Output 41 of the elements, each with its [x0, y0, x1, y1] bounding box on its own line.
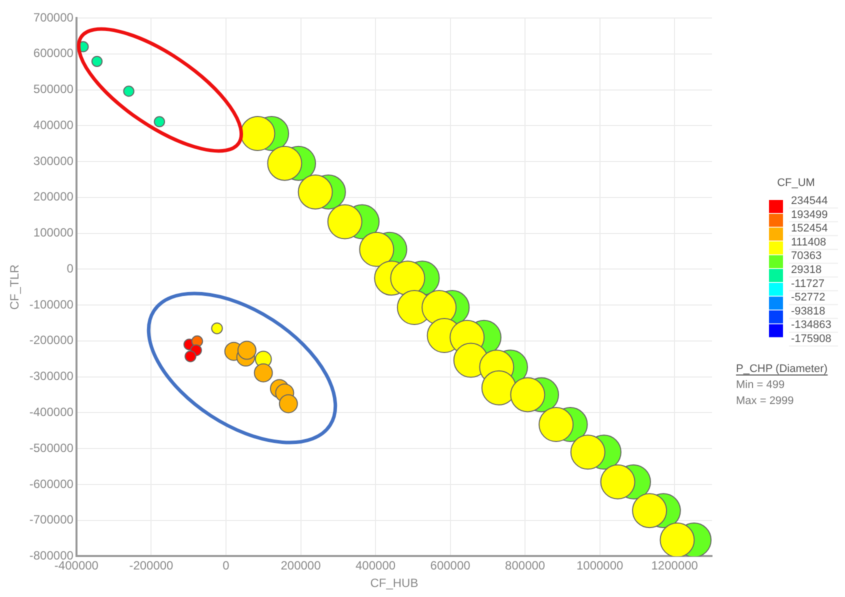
y-tick-label: 300000: [33, 154, 74, 168]
y-tick-label: -300000: [29, 369, 74, 384]
color-bar-label: 152454: [791, 222, 828, 235]
y-tick-label: 100000: [33, 226, 74, 240]
y-tick-label: -200000: [29, 333, 74, 348]
text: Min = 499: [736, 379, 785, 391]
y-tick-label: 400000: [33, 118, 74, 132]
x-tick-label: -200000: [129, 558, 174, 573]
x-tick-label: 200000: [280, 558, 322, 573]
y-tick-label: -700000: [29, 512, 74, 527]
x-axis-title: CF_HUB: [370, 576, 418, 590]
text: Max = 2999: [736, 395, 794, 407]
x-tick-label: -400000: [54, 558, 99, 573]
color-bar-label: 70363: [791, 250, 822, 262]
color-bar-label: -93818: [791, 305, 826, 318]
x-tick-label: 0: [222, 558, 230, 573]
color-bar-label: 111408: [791, 236, 826, 248]
y-tick-label: 200000: [33, 190, 74, 204]
color-bar-title: CF_UM: [777, 177, 815, 189]
x-tick-label: 400000: [356, 558, 396, 573]
color-bar-label: -52772: [791, 292, 826, 304]
y-tick-label: 700000: [33, 10, 74, 24]
y-tick-label: -100000: [29, 297, 74, 312]
color-bar-label: -175908: [791, 333, 832, 346]
text: P_CHP (Diameter): [736, 363, 828, 375]
x-tick-label: 800000: [505, 558, 546, 573]
color-bar-label: -11727: [791, 278, 824, 290]
y-tick-label: -500000: [29, 440, 74, 455]
y-tick-label: -600000: [29, 476, 74, 491]
color-bar-label: 234544: [791, 195, 828, 208]
x-tick-label: 600000: [430, 558, 471, 573]
x-tick-label: 1200000: [651, 558, 698, 573]
y-tick-label: 600000: [33, 46, 74, 60]
y-axis-title: CF_TLR: [8, 264, 22, 310]
color-bar-label: 193499: [791, 208, 828, 221]
color-bar-label: 29318: [791, 264, 822, 276]
y-tick-label: -400000: [29, 404, 74, 419]
y-tick-label: 500000: [33, 82, 74, 96]
color-bar-label: -134863: [791, 319, 832, 332]
y-tick-label: 0: [66, 261, 74, 276]
x-tick-label: 1000000: [576, 558, 624, 573]
